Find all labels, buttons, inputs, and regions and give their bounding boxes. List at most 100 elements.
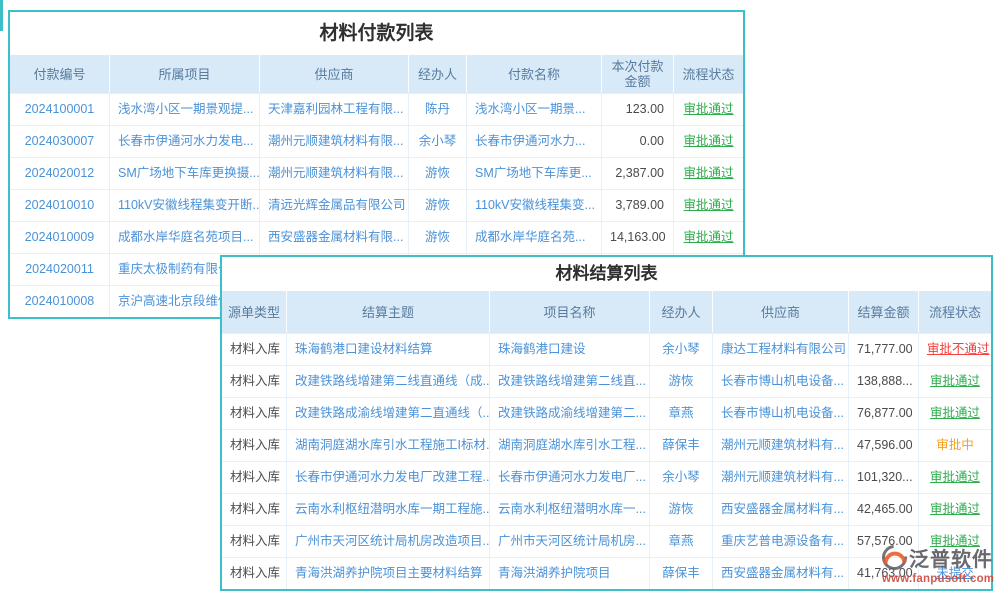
project-name-link[interactable]: 改建铁路线增建第二线直... bbox=[490, 366, 650, 397]
amount-value: 123.00 bbox=[602, 94, 674, 125]
status-link[interactable]: 审批通过 bbox=[683, 134, 734, 148]
payment-id-link[interactable]: 2024100001 bbox=[10, 94, 110, 125]
status-cell: 审批通过 bbox=[674, 126, 743, 157]
payment-id-link[interactable]: 2024010010 bbox=[10, 190, 110, 221]
supplier-link[interactable]: 长春市博山机电设备... bbox=[713, 366, 849, 397]
payment-name-link[interactable]: 浅水湾小区一期景... bbox=[467, 94, 602, 125]
handler-link[interactable]: 游恢 bbox=[409, 190, 467, 221]
supplier-link[interactable]: 潮州元顺建筑材料有限... bbox=[260, 158, 409, 189]
settlement-subject-link[interactable]: 长春市伊通河水力发电厂改建工程... bbox=[287, 462, 490, 493]
project-name-link[interactable]: 广州市天河区统计局机房... bbox=[490, 526, 650, 557]
supplier-link[interactable]: 西安盛器金属材料有... bbox=[713, 494, 849, 525]
supplier-link[interactable]: 天津嘉利园林工程有限... bbox=[260, 94, 409, 125]
settlement-subject-link[interactable]: 广州市天河区统计局机房改造项目... bbox=[287, 526, 490, 557]
handler-link[interactable]: 余小琴 bbox=[409, 126, 467, 157]
supplier-link[interactable]: 潮州元顺建筑材料有... bbox=[713, 462, 849, 493]
handler-link[interactable]: 游恢 bbox=[650, 366, 713, 397]
project-link[interactable]: 长春市伊通河水力发电... bbox=[110, 126, 260, 157]
project-link[interactable]: 110kV安徽线程集变开断... bbox=[110, 190, 260, 221]
project-name-link[interactable]: 珠海鹤港口建设 bbox=[490, 334, 650, 365]
column-header: 付款名称 bbox=[467, 55, 602, 93]
handler-link[interactable]: 游恢 bbox=[409, 158, 467, 189]
fanpu-logo-icon bbox=[876, 539, 913, 576]
settlement-subject-link[interactable]: 珠海鹤港口建设材料结算 bbox=[287, 334, 490, 365]
project-name-link[interactable]: 青海洪湖养护院项目 bbox=[490, 558, 650, 589]
handler-link[interactable]: 章燕 bbox=[650, 398, 713, 429]
settlement-subject-link[interactable]: 青海洪湖养护院项目主要材料结算 bbox=[287, 558, 490, 589]
settlement-subject-link[interactable]: 云南水利枢纽潜明水库一期工程施... bbox=[287, 494, 490, 525]
status-link[interactable]: 未提交 bbox=[936, 566, 974, 580]
status-link[interactable]: 审批中 bbox=[936, 438, 974, 452]
payment-id-link[interactable]: 2024020012 bbox=[10, 158, 110, 189]
settlement-subject-link[interactable]: 改建铁路成渝线增建第二直通线（... bbox=[287, 398, 490, 429]
handler-link[interactable]: 游恢 bbox=[650, 494, 713, 525]
amount-value: 0.00 bbox=[602, 126, 674, 157]
status-cell: 审批通过 bbox=[919, 494, 991, 525]
handler-link[interactable]: 游恢 bbox=[409, 222, 467, 253]
supplier-link[interactable]: 西安盛器金属材料有限... bbox=[260, 222, 409, 253]
settlement-table-body: 材料入库 珠海鹤港口建设材料结算 珠海鹤港口建设 余小琴 康达工程材料有限公司 71,77… bbox=[222, 333, 991, 589]
payment-id-link[interactable]: 2024010009 bbox=[10, 222, 110, 253]
status-cell: 未提交 bbox=[919, 558, 991, 589]
status-link[interactable]: 审批通过 bbox=[683, 166, 734, 180]
amount-value: 71,777.00 bbox=[849, 334, 919, 365]
column-header: 流程状态 bbox=[682, 66, 735, 82]
status-link[interactable]: 审批通过 bbox=[929, 406, 980, 420]
handler-link[interactable]: 薛保丰 bbox=[650, 558, 713, 589]
status-link[interactable]: 审批通过 bbox=[929, 534, 980, 548]
project-link[interactable]: 成都水岸华庭名苑项目... bbox=[110, 222, 260, 253]
table-row: 材料入库 改建铁路成渝线增建第二直通线（... 改建铁路成渝线增建第二... 章燕 长春… bbox=[222, 397, 991, 429]
handler-link[interactable]: 陈丹 bbox=[409, 94, 467, 125]
handler-link[interactable]: 余小琴 bbox=[650, 334, 713, 365]
table-row: 2024100001 浅水湾小区一期景观提... 天津嘉利园林工程有限... 陈丹 浅水… bbox=[10, 93, 743, 125]
status-link[interactable]: 审批通过 bbox=[683, 230, 734, 244]
status-link[interactable]: 审批通过 bbox=[929, 374, 980, 388]
status-link[interactable]: 审批通过 bbox=[683, 198, 734, 212]
payment-id-link[interactable]: 2024030007 bbox=[10, 126, 110, 157]
watermark-brand: 泛普软件 bbox=[909, 549, 993, 571]
payment-id-link[interactable]: 2024010008 bbox=[10, 286, 110, 317]
project-name-link[interactable]: 改建铁路成渝线增建第二... bbox=[490, 398, 650, 429]
source-type: 材料入库 bbox=[222, 558, 287, 589]
payment-name-link[interactable]: 长春市伊通河水力... bbox=[467, 126, 602, 157]
status-cell: 审批通过 bbox=[674, 158, 743, 189]
supplier-link[interactable]: 长春市博山机电设备... bbox=[713, 398, 849, 429]
handler-link[interactable]: 章燕 bbox=[650, 526, 713, 557]
supplier-link[interactable]: 清远光辉金属品有限公司 bbox=[260, 190, 409, 221]
project-name-link[interactable]: 云南水利枢纽潜明水库一... bbox=[490, 494, 650, 525]
payment-id-link[interactable]: 2024020011 bbox=[10, 254, 110, 285]
amount-value: 2,387.00 bbox=[602, 158, 674, 189]
settlement-subject-link[interactable]: 湖南洞庭湖水库引水工程施工I标材... bbox=[287, 430, 490, 461]
settlement-subject-link[interactable]: 改建铁路线增建第二线直通线（成... bbox=[287, 366, 490, 397]
settlement-list-title: 材料结算列表 bbox=[222, 257, 991, 291]
table-row: 2024030007 长春市伊通河水力发电... 潮州元顺建筑材料有限... 余小琴长… bbox=[10, 125, 743, 157]
supplier-link[interactable]: 潮州元顺建筑材料有限... bbox=[260, 126, 409, 157]
status-link[interactable]: 审批通过 bbox=[929, 470, 980, 484]
payment-name-link[interactable]: 成都水岸华庭名苑... bbox=[467, 222, 602, 253]
project-name-link[interactable]: 长春市伊通河水力发电厂... bbox=[490, 462, 650, 493]
supplier-link[interactable]: 康达工程材料有限公司 bbox=[713, 334, 849, 365]
handler-link[interactable]: 薛保丰 bbox=[650, 430, 713, 461]
table-row: 材料入库 云南水利枢纽潜明水库一期工程施... 云南水利枢纽潜明水库一... 游恢 西安… bbox=[222, 493, 991, 525]
payment-list-title: 材料付款列表 bbox=[10, 12, 743, 55]
supplier-link[interactable]: 西安盛器金属材料有... bbox=[713, 558, 849, 589]
status-cell: 审批通过 bbox=[674, 190, 743, 221]
window-edge-artifact bbox=[0, 0, 3, 31]
payment-name-link[interactable]: SM广场地下车库更... bbox=[467, 158, 602, 189]
source-type: 材料入库 bbox=[222, 334, 287, 365]
column-header: 供应商 bbox=[260, 55, 409, 93]
status-link[interactable]: 审批通过 bbox=[683, 102, 734, 116]
project-link[interactable]: SM广场地下车库更换摄... bbox=[110, 158, 260, 189]
handler-link[interactable]: 余小琴 bbox=[650, 462, 713, 493]
supplier-link[interactable]: 重庆艺普电源设备有... bbox=[713, 526, 849, 557]
status-link[interactable]: 审批不通过 bbox=[927, 342, 990, 356]
payment-name-link[interactable]: 110kV安徽线程集变... bbox=[467, 190, 602, 221]
project-link[interactable]: 浅水湾小区一期景观提... bbox=[110, 94, 260, 125]
settlement-header-row: 源单类型 结算主题 项目名称 经办人 供应商 结算金额 流程状态 bbox=[222, 291, 991, 333]
project-name-link[interactable]: 湖南洞庭湖水库引水工程... bbox=[490, 430, 650, 461]
table-row: 材料入库 珠海鹤港口建设材料结算 珠海鹤港口建设 余小琴 康达工程材料有限公司 71,77… bbox=[222, 333, 991, 365]
supplier-link[interactable]: 潮州元顺建筑材料有... bbox=[713, 430, 849, 461]
column-header: 项目名称 bbox=[490, 291, 650, 333]
source-type: 材料入库 bbox=[222, 526, 287, 557]
status-link[interactable]: 审批通过 bbox=[929, 502, 980, 516]
